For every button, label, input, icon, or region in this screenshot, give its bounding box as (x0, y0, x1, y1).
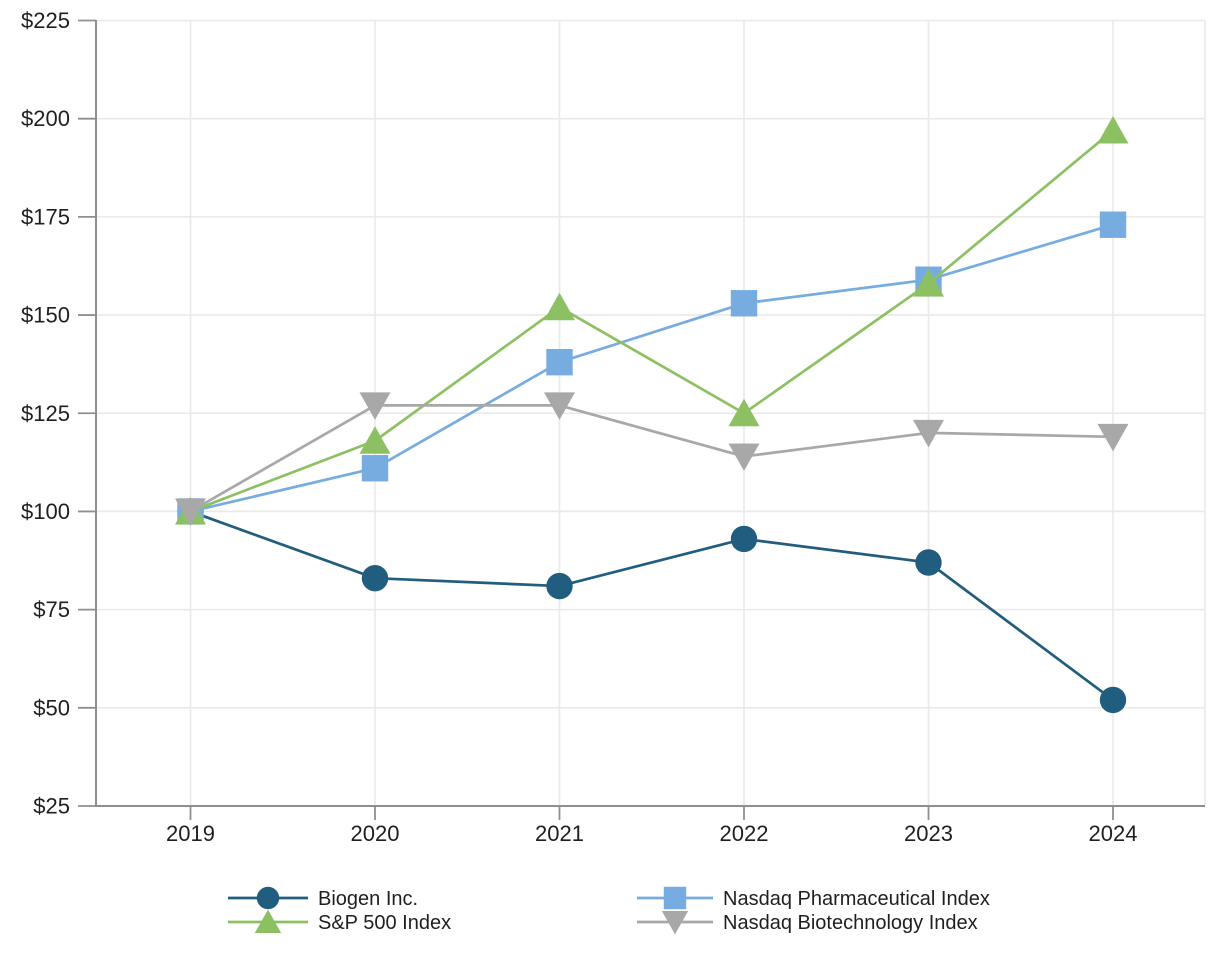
legend-circle-icon (256, 886, 280, 910)
legend-item-nasdaq-pharmaceutical-index: Nasdaq Pharmaceutical Index (637, 886, 990, 910)
legend-triangle-up-icon (254, 909, 282, 934)
x-tick-label: 2022 (720, 821, 769, 846)
marker-nasdaq-pharmaceutical-index-2021 (546, 348, 573, 376)
marker-nasdaq-pharmaceutical-index-2022 (730, 290, 758, 317)
series-line-biogen-inc (190, 510, 1114, 702)
x-tick-label: 2023 (904, 821, 953, 846)
legend-label-sandp-500-index: S&P 500 Index (318, 912, 451, 934)
marker-biogen-inc-2020 (361, 565, 389, 592)
x-tick-label: 2021 (535, 821, 584, 846)
axes (78, 19, 1205, 820)
marker-nasdaq-pharmaceutical-index-2020 (361, 455, 389, 482)
series-nasdaq-pharmaceutical-index (177, 211, 1127, 525)
y-tick-label: $225 (21, 8, 70, 33)
series-sandp-500-index (175, 115, 1129, 525)
marker-biogen-inc-2022 (730, 525, 758, 553)
y-tick-label: $100 (21, 499, 70, 524)
legend-label-nasdaq-pharmaceutical-index: Nasdaq Pharmaceutical Index (723, 888, 990, 910)
marker-nasdaq-biotechnology-index-2022 (728, 443, 760, 471)
legend-label-biogen-inc: Biogen Inc. (318, 888, 418, 910)
marker-biogen-inc-2021 (546, 572, 573, 600)
tick-labels: $25 $50 $75 $100 $125 $150 $175 $200 $225 2019 202… (21, 8, 1137, 846)
y-tick-label: $200 (21, 106, 70, 131)
gridlines (96, 19, 1206, 807)
marker-nasdaq-biotechnology-index-2024 (1097, 423, 1129, 452)
marker-nasdaq-biotechnology-index-2020 (359, 392, 391, 420)
legend-triangle-down-icon (661, 910, 689, 935)
x-tick-label: 2024 (1089, 821, 1138, 846)
series-line-sandp-500-index (190, 129, 1114, 513)
marker-sandp-500-index-2021 (544, 292, 575, 321)
series-line-nasdaq-biotechnology-index (189, 404, 1114, 513)
y-tick-label: $150 (21, 303, 70, 328)
series-nasdaq-biotechnology-index (175, 392, 1129, 526)
marker-sandp-500-index-2020 (359, 426, 391, 454)
marker-nasdaq-biotechnology-index-2023 (913, 419, 944, 448)
marker-sandp-500-index-2024 (1097, 115, 1129, 144)
y-tick-label: $50 (33, 695, 70, 720)
marker-biogen-inc-2024 (1099, 686, 1127, 714)
marker-nasdaq-pharmaceutical-index-2024 (1099, 211, 1127, 238)
chart-legend: Biogen Inc.S&P 500 Index Nasdaq Pharmaceu… (228, 886, 990, 935)
series-line-nasdaq-pharmaceutical-index (190, 223, 1114, 513)
marker-sandp-500-index-2023 (913, 269, 944, 297)
y-tick-label: $125 (21, 401, 70, 426)
legend-square-icon (663, 886, 687, 910)
marker-nasdaq-biotechnology-index-2021 (544, 392, 575, 420)
marker-nasdaq-biotechnology-index-2019 (175, 498, 206, 526)
marker-sandp-500-index-2022 (728, 398, 760, 427)
y-tick-label: $75 (33, 597, 70, 622)
y-tick-label: $25 (33, 794, 70, 819)
legend-item-biogen-inc: Biogen Inc. (228, 886, 418, 910)
marker-biogen-inc-2023 (915, 549, 942, 576)
series-biogen-inc (177, 498, 1127, 714)
x-tick-label: 2020 (351, 821, 400, 846)
y-tick-label: $175 (21, 204, 70, 229)
legend-item-sandp-500-index: S&P 500 Index (228, 909, 451, 934)
legend-label-nasdaq-biotechnology-index: Nasdaq Biotechnology Index (723, 912, 978, 934)
x-tick-label: 2019 (166, 821, 215, 846)
legend-item-nasdaq-biotechnology-index: Nasdaq Biotechnology Index (637, 910, 978, 935)
